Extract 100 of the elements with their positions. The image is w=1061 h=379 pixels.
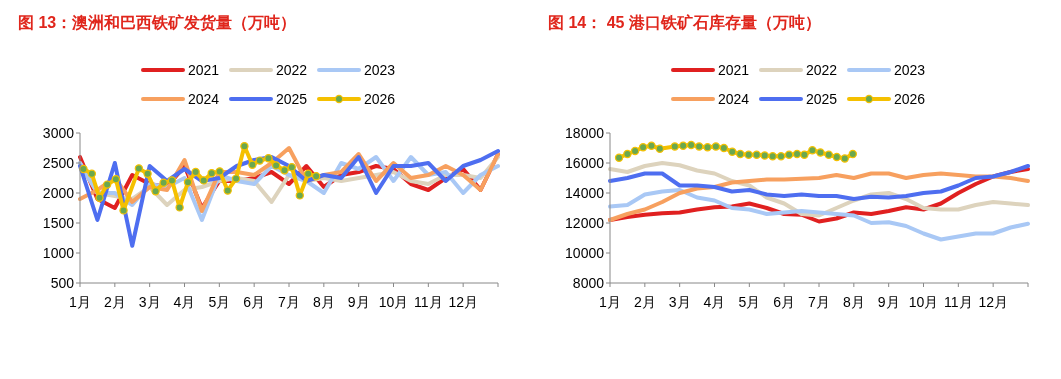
x-tick-label: 3月 — [668, 294, 691, 310]
y-tick-label: 1500 — [42, 215, 75, 231]
legend-label: 2024 — [718, 91, 750, 107]
x-tick-label: 5月 — [738, 294, 761, 310]
legend-label: 2026 — [894, 91, 926, 107]
x-tick-label: 2月 — [103, 294, 126, 310]
x-tick-label: 8月 — [842, 294, 865, 310]
x-tick-label: 5月 — [208, 294, 231, 310]
legend-label: 2022 — [806, 62, 838, 78]
y-tick-label: 3000 — [42, 125, 75, 141]
x-tick-label: 12月 — [978, 294, 1008, 310]
point — [287, 163, 296, 172]
x-tick-label: 9月 — [877, 294, 900, 310]
x-tick-label: 12月 — [448, 294, 478, 310]
chart-title: 图 14： 45 港口铁矿石库存量（万吨） — [548, 14, 821, 32]
x-tick-label: 6月 — [773, 294, 796, 310]
point — [95, 193, 104, 202]
x-tick-label: 11月 — [414, 294, 443, 310]
point — [240, 142, 249, 151]
x-tick-label: 8月 — [312, 294, 335, 310]
point — [87, 169, 97, 178]
x-tick-label: 2月 — [633, 294, 656, 310]
y-tick-label: 2000 — [42, 185, 75, 201]
point — [808, 146, 817, 155]
y-tick-label: 500 — [50, 275, 75, 291]
point — [614, 153, 624, 162]
point — [207, 169, 216, 178]
x-tick-label: 1月 — [599, 294, 621, 310]
x-tick-label: 10月 — [378, 294, 409, 310]
point — [264, 154, 273, 163]
point — [728, 147, 737, 156]
point — [670, 142, 679, 151]
x-tick-label: 3月 — [138, 294, 161, 310]
legend-label: 2024 — [188, 91, 220, 107]
x-tick-label: 7月 — [808, 294, 830, 310]
y-tick-label: 14000 — [565, 185, 605, 201]
line-series — [78, 149, 500, 248]
point — [199, 176, 208, 185]
legend-label: 2023 — [894, 62, 926, 78]
point — [630, 146, 640, 156]
point — [271, 161, 281, 170]
point — [776, 152, 786, 161]
point — [175, 203, 184, 212]
point — [768, 152, 777, 161]
point — [840, 154, 849, 163]
point — [647, 141, 656, 150]
point — [167, 176, 177, 185]
point — [711, 142, 721, 151]
point — [159, 178, 168, 187]
point — [143, 169, 152, 178]
point — [303, 169, 313, 178]
point — [151, 187, 160, 196]
point — [183, 178, 193, 187]
point — [752, 150, 761, 159]
legend-label: 2021 — [718, 62, 750, 78]
point — [223, 186, 232, 195]
legend-label: 2025 — [806, 91, 838, 107]
line-series — [608, 188, 1030, 242]
legend-label: 2023 — [364, 62, 396, 78]
y-tick-label: 8000 — [572, 275, 605, 291]
legend-label: 2021 — [188, 62, 220, 78]
point — [215, 167, 224, 176]
point — [231, 174, 241, 183]
point — [655, 144, 665, 153]
x-tick-label: 6月 — [243, 294, 266, 310]
point — [784, 150, 794, 159]
legend-label: 2022 — [276, 62, 308, 78]
point — [119, 206, 128, 215]
y-tick-label: 18000 — [565, 125, 605, 141]
point — [638, 143, 648, 152]
point — [623, 149, 632, 159]
x-tick-label: 11月 — [944, 294, 973, 310]
point — [760, 151, 769, 160]
y-tick-label: 10000 — [565, 245, 605, 261]
point — [686, 140, 696, 150]
point — [832, 152, 841, 162]
point — [248, 160, 257, 169]
point — [134, 164, 144, 173]
y-tick-label: 1000 — [42, 245, 75, 261]
point — [744, 150, 753, 159]
point — [703, 143, 712, 152]
x-tick-label: 1月 — [69, 294, 91, 310]
point — [678, 141, 688, 150]
x-tick-label: 9月 — [347, 294, 370, 310]
point — [719, 143, 729, 153]
point — [111, 175, 121, 184]
x-tick-label: 10月 — [908, 294, 939, 310]
point — [848, 149, 857, 159]
point — [280, 166, 289, 175]
point — [694, 142, 704, 151]
point — [255, 156, 264, 165]
y-tick-label: 16000 — [565, 155, 605, 171]
x-tick-label: 4月 — [703, 294, 726, 310]
point — [824, 150, 833, 159]
point — [311, 172, 321, 181]
x-tick-label: 4月 — [173, 294, 196, 310]
x-tick-label: 7月 — [278, 294, 300, 310]
point — [736, 149, 745, 159]
point — [792, 149, 802, 159]
chart-title: 图 13：澳洲和巴西铁矿发货量（万吨） — [18, 14, 297, 32]
